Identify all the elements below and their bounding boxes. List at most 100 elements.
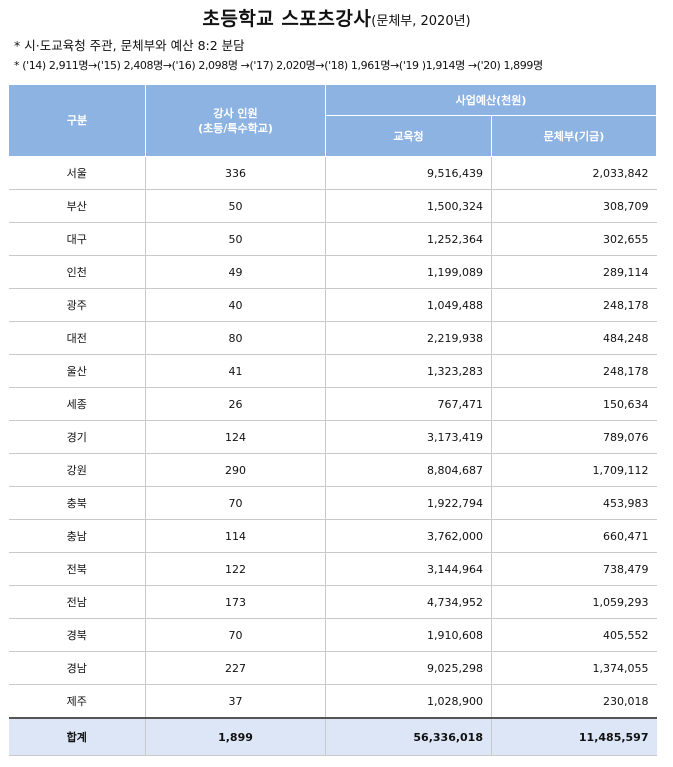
- edu-budget-cell: 1,323,283: [325, 354, 492, 388]
- table-row: 경기 124 3,173,419 789,076: [8, 420, 657, 454]
- header-mcst: 문체부(기금): [491, 115, 657, 157]
- region-cell: 서울: [8, 156, 146, 190]
- mcst-budget-cell: 1,374,055: [491, 651, 657, 685]
- instructor-count-cell: 122: [145, 552, 326, 586]
- region-cell: 경기: [8, 420, 146, 454]
- edu-budget-cell: 56,336,018: [325, 717, 492, 756]
- table-row: 세종 26 767,471 150,634: [8, 387, 657, 421]
- header-instructors-line1: 강사 인원: [213, 106, 258, 120]
- mcst-budget-cell: 1,059,293: [491, 585, 657, 619]
- mcst-budget-cell: 248,178: [491, 354, 657, 388]
- instructor-count-cell: 50: [145, 222, 326, 256]
- edu-budget-cell: 1,910,608: [325, 618, 492, 652]
- mcst-budget-cell: 248,178: [491, 288, 657, 322]
- mcst-budget-cell: 230,018: [491, 684, 657, 719]
- header-instructors: 강사 인원 (초등/특수학교): [145, 84, 326, 157]
- edu-budget-cell: 2,219,938: [325, 321, 492, 355]
- mcst-budget-cell: 405,552: [491, 618, 657, 652]
- table-row: 대구 50 1,252,364 302,655: [8, 222, 657, 256]
- instructor-count-cell: 173: [145, 585, 326, 619]
- edu-budget-cell: 3,144,964: [325, 552, 492, 586]
- region-cell: 전북: [8, 552, 146, 586]
- mcst-budget-cell: 302,655: [491, 222, 657, 256]
- mcst-budget-cell: 150,634: [491, 387, 657, 421]
- instructor-count-cell: 37: [145, 684, 326, 719]
- edu-budget-cell: 4,734,952: [325, 585, 492, 619]
- edu-budget-cell: 1,049,488: [325, 288, 492, 322]
- table-row: 대전 80 2,219,938 484,248: [8, 321, 657, 355]
- mcst-budget-cell: 2,033,842: [491, 156, 657, 190]
- instructor-count-cell: 49: [145, 255, 326, 289]
- instructor-count-cell: 40: [145, 288, 326, 322]
- instructor-count-cell: 26: [145, 387, 326, 421]
- region-cell: 강원: [8, 453, 146, 487]
- edu-budget-cell: 767,471: [325, 387, 492, 421]
- region-cell: 충북: [8, 486, 146, 520]
- mcst-budget-cell: 308,709: [491, 189, 657, 223]
- instructor-count-cell: 336: [145, 156, 326, 190]
- table-row: 경북 70 1,910,608 405,552: [8, 618, 657, 652]
- edu-budget-cell: 1,500,324: [325, 189, 492, 223]
- edu-budget-cell: 1,028,900: [325, 684, 492, 719]
- instructor-count-cell: 114: [145, 519, 326, 553]
- title-main: 초등학교 스포츠강사: [202, 8, 372, 30]
- region-cell: 세종: [8, 387, 146, 421]
- table-row: 전북 122 3,144,964 738,479: [8, 552, 657, 586]
- region-cell: 대구: [8, 222, 146, 256]
- edu-budget-cell: 1,199,089: [325, 255, 492, 289]
- mcst-budget-cell: 660,471: [491, 519, 657, 553]
- mcst-budget-cell: 1,709,112: [491, 453, 657, 487]
- region-cell: 부산: [8, 189, 146, 223]
- instructor-count-cell: 227: [145, 651, 326, 685]
- sports-instructor-table: 구분 강사 인원 (초등/특수학교) 사업예산(천원) 교육청 문체부(기금) …: [8, 84, 657, 756]
- instructor-count-cell: 41: [145, 354, 326, 388]
- header-instructors-line2: (초등/특수학교): [198, 121, 273, 135]
- edu-budget-cell: 3,762,000: [325, 519, 492, 553]
- region-cell: 제주: [8, 684, 146, 719]
- page-title: 초등학교 스포츠강사(문체부, 2020년): [0, 4, 673, 31]
- region-cell: 충남: [8, 519, 146, 553]
- instructor-count-cell: 124: [145, 420, 326, 454]
- table-row: 전남 173 4,734,952 1,059,293: [8, 585, 657, 619]
- mcst-budget-cell: 484,248: [491, 321, 657, 355]
- instructor-count-cell: 70: [145, 618, 326, 652]
- edu-budget-cell: 1,252,364: [325, 222, 492, 256]
- region-cell: 대전: [8, 321, 146, 355]
- table-row: 서울 336 9,516,439 2,033,842: [8, 156, 657, 190]
- mcst-budget-cell: 289,114: [491, 255, 657, 289]
- title-sub: (문체부, 2020년): [371, 14, 471, 29]
- instructor-count-cell: 1,899: [145, 717, 326, 756]
- instructor-count-cell: 80: [145, 321, 326, 355]
- table-row: 충북 70 1,922,794 453,983: [8, 486, 657, 520]
- instructor-count-cell: 290: [145, 453, 326, 487]
- edu-budget-cell: 1,922,794: [325, 486, 492, 520]
- mcst-budget-cell: 453,983: [491, 486, 657, 520]
- header-budget: 사업예산(천원): [325, 84, 657, 116]
- table-row: 울산 41 1,323,283 248,178: [8, 354, 657, 388]
- region-cell: 광주: [8, 288, 146, 322]
- mcst-budget-cell: 789,076: [491, 420, 657, 454]
- table-body: 서울 336 9,516,439 2,033,842 부산 50 1,500,324 308,…: [8, 156, 657, 756]
- table-row: 인천 49 1,199,089 289,114: [8, 255, 657, 289]
- edu-budget-cell: 8,804,687: [325, 453, 492, 487]
- table-row: 강원 290 8,804,687 1,709,112: [8, 453, 657, 487]
- region-cell: 경북: [8, 618, 146, 652]
- header-edu: 교육청: [325, 115, 492, 157]
- region-cell: 울산: [8, 354, 146, 388]
- table-row: 충남 114 3,762,000 660,471: [8, 519, 657, 553]
- note-instructor-trend: * ('14) 2,911명→('15) 2,408명→('16) 2,098명…: [14, 59, 543, 72]
- table-row: 광주 40 1,049,488 248,178: [8, 288, 657, 322]
- instructor-count-cell: 50: [145, 189, 326, 223]
- header-region: 구분: [8, 84, 146, 157]
- edu-budget-cell: 9,516,439: [325, 156, 492, 190]
- instructor-count-cell: 70: [145, 486, 326, 520]
- edu-budget-cell: 3,173,419: [325, 420, 492, 454]
- table-row: 경남 227 9,025,298 1,374,055: [8, 651, 657, 685]
- total-row: 합계 1,899 56,336,018 11,485,597: [8, 717, 657, 756]
- region-cell: 경남: [8, 651, 146, 685]
- edu-budget-cell: 9,025,298: [325, 651, 492, 685]
- mcst-budget-cell: 11,485,597: [491, 717, 657, 756]
- table-row: 제주 37 1,028,900 230,018: [8, 684, 657, 719]
- region-cell: 전남: [8, 585, 146, 619]
- region-cell: 합계: [8, 717, 146, 756]
